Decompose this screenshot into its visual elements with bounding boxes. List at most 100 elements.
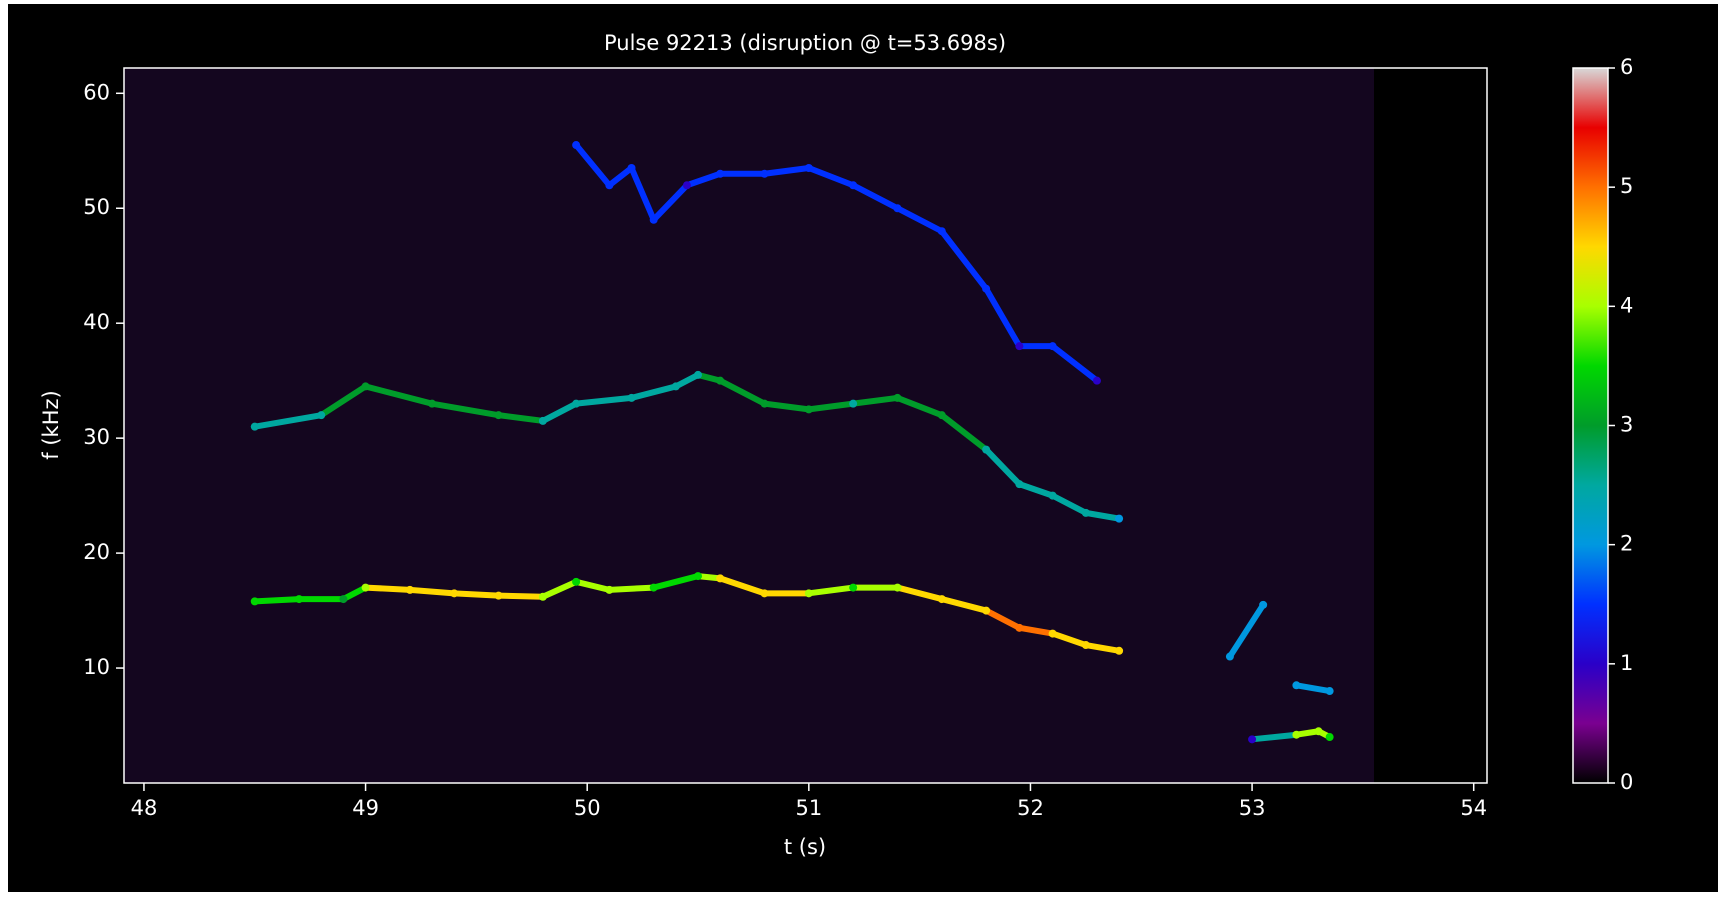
- ridge-segment: [894, 394, 945, 419]
- ridge-point: [716, 169, 725, 178]
- ridge-segment: [938, 596, 990, 614]
- ridge-segment: [606, 584, 657, 593]
- ridge-segment: [938, 228, 990, 292]
- ridge-segment: [1016, 481, 1056, 499]
- y-tick-label: 10: [83, 655, 110, 679]
- ridge-point: [849, 583, 858, 592]
- ridge-point: [937, 595, 946, 604]
- x-tick-label: 50: [574, 796, 601, 820]
- ridge-point: [804, 405, 813, 414]
- ridge-point: [760, 169, 769, 178]
- ridge-segment: [983, 285, 1023, 350]
- ridge-segment: [805, 165, 857, 189]
- ridge-segment: [429, 400, 502, 419]
- chart-title: Pulse 92213 (disruption @ t=53.698s): [604, 31, 1006, 55]
- ridge-segment: [761, 400, 812, 413]
- ridge-point: [538, 416, 547, 425]
- ridge-point: [804, 164, 813, 173]
- ridge-point: [1325, 733, 1334, 742]
- ridge-point: [982, 445, 991, 454]
- ridge-point: [572, 399, 581, 408]
- ridge-point: [538, 592, 547, 601]
- ridge-segment: [606, 165, 635, 189]
- ridge-segment: [894, 205, 945, 235]
- colorbar-tick-label: 2: [1620, 532, 1633, 556]
- ridge-point: [893, 204, 902, 213]
- ridge-point: [760, 399, 769, 408]
- ridge-point: [1081, 508, 1090, 517]
- ridge-segment: [1049, 492, 1089, 516]
- ridge-point: [1015, 623, 1024, 632]
- y-tick-label: 60: [83, 80, 110, 104]
- ridge-segment: [1082, 509, 1123, 522]
- x-tick-label: 51: [795, 796, 822, 820]
- ridge-point: [405, 585, 414, 594]
- ridge-point: [428, 399, 437, 408]
- plot-area: [250, 141, 1334, 744]
- ridge-segment: [1226, 601, 1267, 660]
- ridge-point: [1325, 687, 1334, 696]
- ridge-point: [1048, 342, 1057, 351]
- ridge-point: [1015, 342, 1024, 351]
- ridge-segment: [683, 170, 724, 189]
- ridge-point: [893, 583, 902, 592]
- ridge-segment: [406, 586, 458, 597]
- ridge-point: [572, 577, 581, 586]
- ridge-segment: [1049, 630, 1089, 649]
- ridge-segment: [362, 383, 436, 407]
- ridge-segment: [573, 578, 613, 593]
- ridge-point: [649, 215, 658, 224]
- x-tick-label: 49: [352, 796, 379, 820]
- ridge-point: [572, 141, 581, 150]
- ridge-segment: [805, 584, 857, 597]
- ridge-point: [893, 393, 902, 402]
- ridge-segment: [894, 584, 945, 603]
- ridge-point: [1225, 652, 1234, 661]
- ridge-point: [1115, 514, 1124, 523]
- y-tick-label: 50: [83, 195, 110, 219]
- ridge-point: [1048, 491, 1057, 500]
- x-tick-label: 52: [1017, 796, 1044, 820]
- ridge-segment: [850, 394, 901, 407]
- colorbar-tick-label: 5: [1620, 174, 1633, 198]
- ridge-point: [982, 606, 991, 615]
- ridge-point: [649, 583, 658, 592]
- ridge-segment: [628, 165, 657, 223]
- noise-haze: [124, 68, 1374, 783]
- ridge-point: [1048, 629, 1057, 638]
- y-tick-label: 40: [83, 310, 110, 334]
- ridge-segment: [573, 142, 613, 189]
- colorbar-tick-label: 3: [1620, 413, 1633, 437]
- ridge-segment: [539, 578, 580, 600]
- ridge-point: [339, 595, 348, 604]
- ridge-point: [250, 597, 259, 606]
- ridge-point: [804, 589, 813, 598]
- x-axis-label: t (s): [784, 835, 826, 859]
- ridge-point: [494, 411, 503, 420]
- ridge-segment: [650, 182, 690, 223]
- colorbar-tick-label: 4: [1620, 293, 1633, 317]
- ridge-point: [627, 393, 636, 402]
- ridge-point: [849, 399, 858, 408]
- plot-frame: [123, 67, 1488, 784]
- ridge-segment: [1293, 682, 1333, 695]
- ridge-segment: [1249, 731, 1300, 743]
- ridge-segment: [362, 584, 413, 593]
- ridge-point: [1259, 600, 1268, 609]
- ridge-segment: [672, 371, 702, 390]
- ridge-segment: [1082, 642, 1123, 654]
- colorbar-tick-label: 0: [1620, 770, 1633, 794]
- ridge-point: [937, 411, 946, 420]
- ridge-segment: [650, 573, 702, 591]
- ridge-point: [1092, 376, 1101, 385]
- ridge-point: [361, 583, 370, 592]
- ridge-point: [1292, 681, 1301, 690]
- ridge-point: [671, 382, 680, 391]
- ridge-segment: [717, 575, 768, 597]
- ridge-point: [1115, 646, 1124, 655]
- x-tick-label: 53: [1239, 796, 1266, 820]
- y-tick-label: 20: [83, 540, 110, 564]
- ridge-point: [250, 422, 259, 431]
- ridge-segment: [251, 412, 325, 430]
- ridge-segment: [451, 590, 502, 599]
